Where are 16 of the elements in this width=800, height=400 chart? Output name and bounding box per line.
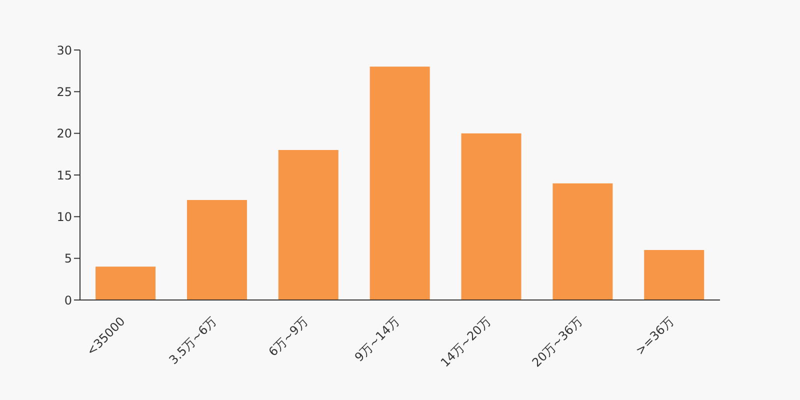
- y-tick-label: 30: [56, 43, 72, 58]
- bar: [552, 183, 613, 300]
- bar: [278, 150, 338, 300]
- bar: [370, 66, 430, 300]
- y-tick-label: 15: [56, 168, 72, 182]
- y-tick-label: 5: [64, 252, 72, 266]
- x-tick-label: 3.5万~6万: [166, 314, 220, 368]
- bar: [461, 133, 522, 300]
- x-tick-label: 6万~9万: [266, 314, 311, 359]
- y-tick-label: 10: [56, 210, 72, 224]
- bar: [96, 266, 156, 300]
- y-tick-label: 25: [56, 84, 72, 99]
- bar: [186, 200, 247, 300]
- bar: [644, 250, 704, 300]
- y-tick-label: 0: [64, 293, 72, 308]
- y-tick-label: 20: [56, 126, 72, 141]
